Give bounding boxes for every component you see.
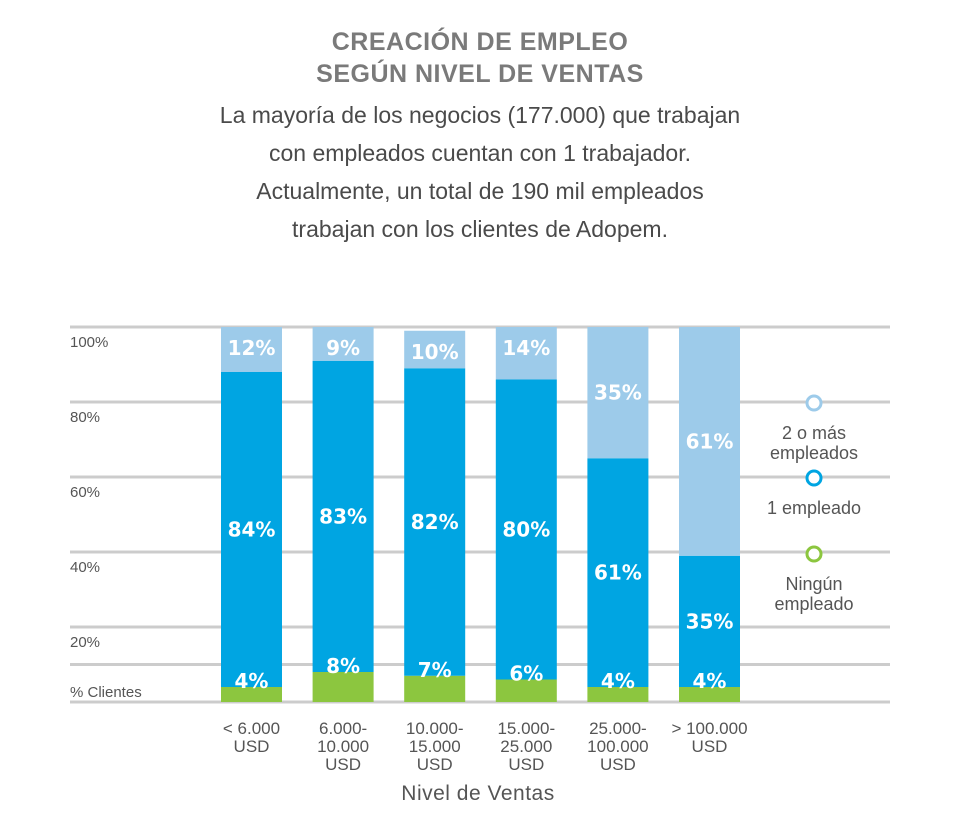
x-tick-label: 100.000 (587, 737, 648, 756)
x-tick-label: 10.000- (406, 719, 464, 738)
bar-data-label: 10% (411, 340, 459, 364)
x-tick-label: USD (692, 737, 728, 756)
y-tick-label: 40% (70, 559, 100, 576)
bar-data-label: 8% (326, 654, 360, 678)
bar-data-label: 35% (686, 609, 734, 633)
bar-segment (312, 327, 374, 361)
legend-label: Ningún (785, 574, 842, 594)
y-tick-label: 100% (70, 334, 108, 351)
bar-data-label: 84% (228, 518, 276, 542)
bar-data-label: 4% (235, 669, 269, 693)
bar-data-label: 61% (686, 429, 734, 453)
x-tick-label: USD (417, 755, 453, 774)
x-tick-label: 10.000 (317, 737, 369, 756)
bar-segment (495, 379, 557, 680)
y-tick-label: 20% (70, 634, 100, 651)
labels-layer: 4%84%12%< 6.000USD8%83%9%6.000-10.000USD… (223, 336, 748, 774)
chart-subtitle: La mayoría de los negocios (177.000) que… (150, 96, 810, 248)
bar-segment (679, 555, 740, 687)
bar-segment (679, 687, 740, 702)
bar-data-label: 12% (228, 336, 276, 360)
bar-data-label: 7% (418, 658, 452, 682)
bar-segment (404, 330, 466, 369)
bar-segment (221, 372, 282, 687)
legend-marker (805, 545, 823, 563)
bar-segment (587, 458, 649, 687)
bar-segment (221, 687, 282, 702)
bar-data-label: 14% (502, 336, 550, 360)
x-tick-label: 25.000- (589, 719, 647, 738)
bar-segment (587, 687, 649, 702)
chart-title-line1: CREACIÓN DE EMPLEO (331, 28, 629, 56)
bar-segment (312, 360, 374, 672)
bar-segment (312, 672, 374, 702)
bar-segment (679, 327, 740, 556)
bar-segment (495, 327, 557, 380)
legend-marker (805, 394, 823, 412)
y-tick-label: 80% (70, 409, 100, 426)
grid-layer: % Clientes 20% 40% 60% 80% 100% (70, 325, 890, 704)
x-axis-label: Nivel de Ventas (401, 782, 554, 805)
bars-layer (221, 327, 740, 702)
legend-label: 1 empleado (767, 498, 861, 518)
bar-segment (221, 327, 282, 372)
x-tick-label: 6.000- (319, 719, 367, 738)
legend-label: 2 o más (782, 423, 846, 443)
legend-marker (805, 469, 823, 487)
bar-segment (587, 327, 649, 459)
x-tick-label: 15.000 (409, 737, 461, 756)
bar-data-label: 83% (319, 504, 367, 528)
legend-label: empleado (774, 594, 853, 614)
bar-data-label: 4% (693, 669, 727, 693)
x-tick-label: USD (508, 755, 544, 774)
bar-data-label: 35% (594, 381, 642, 405)
x-tick-label: USD (325, 755, 361, 774)
bar-data-label: 61% (594, 561, 642, 585)
x-tick-label: USD (234, 737, 270, 756)
x-tick-label: USD (600, 755, 636, 774)
y-tick-label: % Clientes (70, 684, 142, 701)
bar-data-label: 4% (601, 669, 635, 693)
x-tick-label: 15.000- (497, 719, 555, 738)
subtitle-line: Actualmente, un total de 190 mil emplead… (256, 178, 704, 204)
bar-data-label: 80% (502, 518, 550, 542)
bar-data-label: 9% (326, 336, 360, 360)
bar-data-label: 82% (411, 510, 459, 534)
subtitle-line: con empleados cuentan con 1 trabajador. (269, 140, 691, 166)
bar-segment (404, 368, 466, 676)
bar-segment (404, 675, 466, 702)
subtitle-line: La mayoría de los negocios (177.000) que… (219, 102, 741, 128)
bar-data-label: 6% (509, 662, 543, 686)
x-tick-label: 25.000 (500, 737, 552, 756)
subtitle-line: trabajan con los clientes de Adopem. (292, 216, 668, 242)
y-tick-label: 60% (70, 484, 100, 501)
x-tick-label: > 100.000 (671, 719, 747, 738)
bar-segment (495, 679, 557, 702)
legend-label: empleados (770, 443, 858, 463)
x-tick-label: < 6.000 (223, 719, 280, 738)
chart-title-line2: SEGÚN NIVEL DE VENTAS (316, 60, 644, 88)
